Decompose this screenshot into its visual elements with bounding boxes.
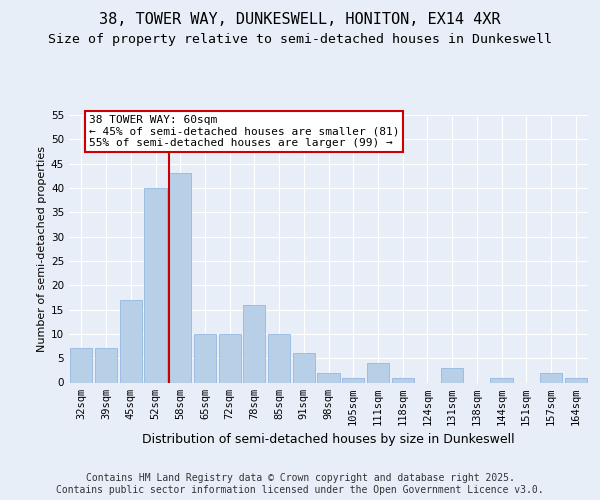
Bar (317, 373, 340, 382)
Bar (565, 378, 587, 382)
Bar (145, 188, 167, 382)
Bar (367, 363, 389, 382)
Bar (268, 334, 290, 382)
Bar (218, 334, 241, 382)
Bar (293, 354, 315, 382)
Y-axis label: Number of semi-detached properties: Number of semi-detached properties (37, 146, 47, 352)
Text: 38 TOWER WAY: 60sqm
← 45% of semi-detached houses are smaller (81)
55% of semi-d: 38 TOWER WAY: 60sqm ← 45% of semi-detach… (89, 115, 399, 148)
Bar (70, 348, 92, 382)
Bar (169, 174, 191, 382)
Text: Size of property relative to semi-detached houses in Dunkeswell: Size of property relative to semi-detach… (48, 32, 552, 46)
Bar (441, 368, 463, 382)
Bar (243, 304, 265, 382)
Bar (342, 378, 364, 382)
Text: Contains HM Land Registry data © Crown copyright and database right 2025.
Contai: Contains HM Land Registry data © Crown c… (56, 474, 544, 495)
Bar (194, 334, 216, 382)
Text: 38, TOWER WAY, DUNKESWELL, HONITON, EX14 4XR: 38, TOWER WAY, DUNKESWELL, HONITON, EX14… (99, 12, 501, 28)
Bar (95, 348, 117, 382)
Bar (119, 300, 142, 382)
Bar (392, 378, 414, 382)
Bar (540, 373, 562, 382)
Bar (490, 378, 512, 382)
X-axis label: Distribution of semi-detached houses by size in Dunkeswell: Distribution of semi-detached houses by … (142, 433, 515, 446)
